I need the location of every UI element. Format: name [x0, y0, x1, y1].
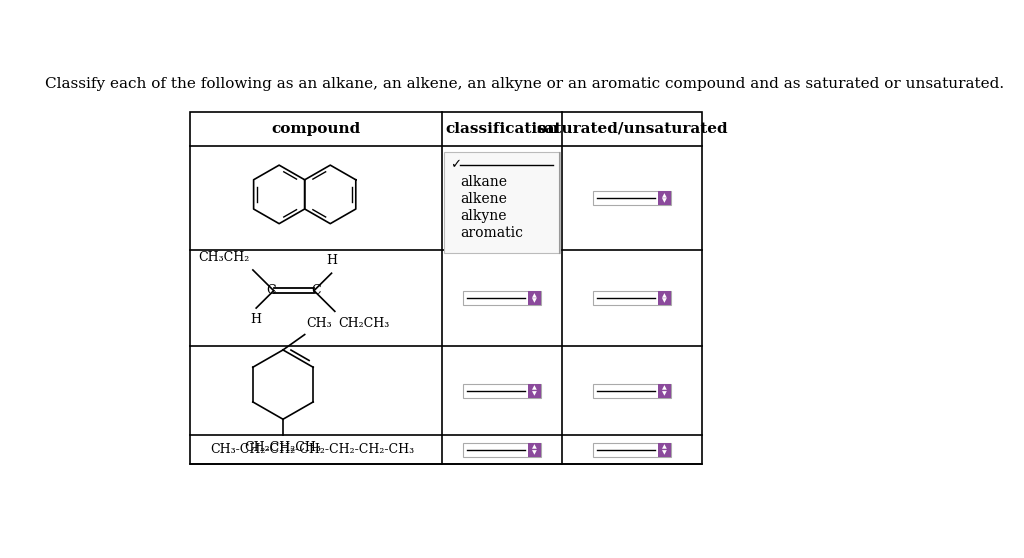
Text: H: H	[326, 254, 337, 267]
Text: alkane: alkane	[461, 175, 508, 189]
Text: ▲: ▲	[532, 445, 537, 449]
Bar	[593, 291, 671, 305]
Text: ▼: ▼	[662, 299, 667, 304]
Text: CH₃-CH₂-CH₂-CH₂-CH₂-CH₂-CH₃: CH₃-CH₂-CH₂-CH₂-CH₂-CH₂-CH₃	[210, 443, 414, 456]
Bar	[190, 112, 701, 464]
Text: ▲: ▲	[662, 386, 667, 391]
Text: C: C	[311, 284, 322, 297]
Bar	[658, 291, 671, 305]
Text: classification: classification	[445, 122, 559, 136]
Text: Classify each of the following as an alkane, an alkene, an alkyne or an aromatic: Classify each of the following as an alk…	[45, 77, 1005, 91]
Bar	[463, 442, 541, 456]
Text: C: C	[266, 284, 276, 297]
Text: CH₂CH₃: CH₂CH₃	[339, 318, 390, 330]
Text: alkyne: alkyne	[461, 209, 507, 223]
Bar	[463, 384, 541, 398]
Bar	[658, 442, 671, 456]
Text: ▼: ▼	[532, 450, 537, 455]
Text: ▼: ▼	[662, 391, 667, 396]
Text: ▼: ▼	[662, 450, 667, 455]
Bar	[528, 442, 541, 456]
Text: ▼: ▼	[532, 391, 537, 396]
Bar	[658, 191, 671, 205]
Text: H: H	[251, 314, 262, 326]
Bar	[463, 291, 541, 305]
Text: ✓: ✓	[450, 158, 461, 171]
Text: CH₂CH₂CH₃: CH₂CH₂CH₃	[245, 441, 322, 454]
Bar	[593, 442, 671, 456]
FancyBboxPatch shape	[444, 152, 560, 253]
Bar	[593, 191, 671, 205]
Text: ▲: ▲	[662, 445, 667, 449]
Text: saturated/unsaturated: saturated/unsaturated	[536, 122, 728, 136]
Text: ▲: ▲	[532, 293, 537, 298]
Bar	[658, 384, 671, 398]
Text: compound: compound	[271, 122, 360, 136]
Bar	[528, 384, 541, 398]
Text: ▼: ▼	[532, 299, 537, 304]
Text: CH₃: CH₃	[306, 317, 332, 330]
Text: ▲: ▲	[532, 386, 537, 391]
Text: aromatic: aromatic	[461, 225, 523, 239]
Bar	[593, 384, 671, 398]
Text: ▲: ▲	[662, 293, 667, 298]
Bar	[528, 291, 541, 305]
Text: alkene: alkene	[461, 191, 507, 206]
Text: ▲: ▲	[662, 193, 667, 198]
Text: CH₃CH₂: CH₃CH₂	[198, 251, 249, 264]
Text: ▼: ▼	[662, 199, 667, 204]
